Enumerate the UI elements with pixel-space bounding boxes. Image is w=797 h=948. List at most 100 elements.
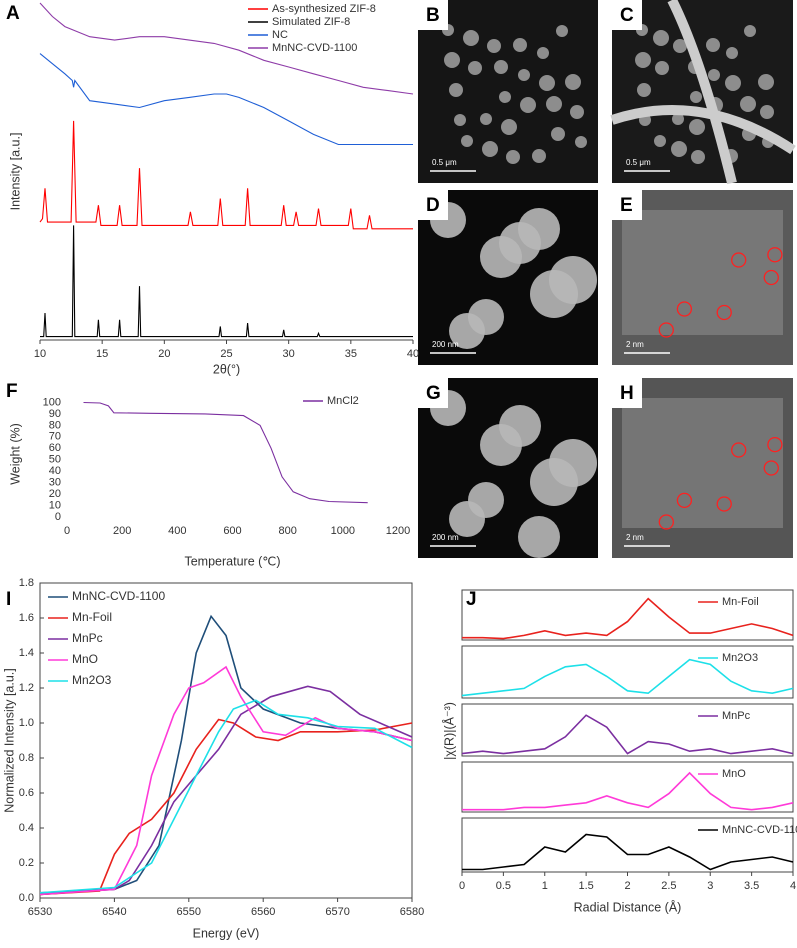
data-line	[39, 614, 413, 896]
particle	[518, 69, 530, 81]
x-axis-label: Temperature (℃)	[184, 554, 280, 568]
particle	[655, 61, 669, 75]
site-marker	[658, 514, 674, 530]
particle	[468, 61, 482, 75]
particle	[635, 52, 651, 68]
x-tick-label: 25	[220, 348, 232, 360]
particle	[725, 75, 741, 91]
y-tick-label: 0	[55, 511, 61, 523]
data-line	[39, 2, 414, 95]
particle	[454, 114, 466, 126]
y-tick-label: 1.0	[19, 717, 34, 729]
legend-label: MnNC-CVD-1100	[72, 589, 165, 603]
particle	[654, 135, 666, 147]
x-tick-label: 30	[283, 348, 295, 360]
y-axis-label: |χ(R)|(Å⁻³)	[441, 702, 456, 760]
particle	[708, 69, 720, 81]
x-tick-label: 6580	[400, 906, 424, 918]
particle	[671, 141, 687, 157]
site-marker	[716, 496, 732, 512]
site-marker	[676, 492, 693, 509]
data-line	[39, 699, 413, 894]
data-line	[39, 53, 413, 146]
site-marker	[763, 269, 779, 286]
particle	[518, 516, 560, 558]
x-tick-label: 3.5	[744, 880, 759, 892]
data-line	[83, 401, 368, 504]
panel-letter: F	[6, 381, 18, 402]
data-line	[462, 597, 794, 640]
particle	[494, 60, 508, 74]
x-tick-label: 1200	[386, 525, 410, 537]
particle	[449, 83, 463, 97]
legend-label: As-synthesized ZIF-8	[272, 3, 376, 15]
legend-label: MnPc	[722, 710, 751, 722]
y-tick-label: 0.8	[19, 752, 34, 764]
particle	[549, 439, 597, 487]
x-tick-label: 15	[96, 348, 108, 360]
y-tick-label: 30	[49, 477, 61, 489]
y-tick-label: 0.2	[19, 857, 34, 869]
site-marker	[767, 247, 783, 263]
data-line	[40, 225, 413, 338]
particle	[518, 208, 560, 250]
particle	[565, 74, 581, 90]
x-axis-label: Radial Distance (Å)	[574, 899, 682, 914]
legend-label: MnPc	[72, 631, 103, 645]
x-tick-label: 600	[223, 525, 241, 537]
panel-letter: D	[426, 195, 440, 216]
x-tick-label: 6570	[325, 906, 349, 918]
scale-bar-label: 200 nm	[432, 340, 459, 349]
particle	[758, 74, 774, 90]
particle	[689, 119, 705, 135]
particle	[444, 52, 460, 68]
y-axis-label: Intensity [a.u.]	[8, 133, 22, 211]
particle	[637, 83, 651, 97]
x-tick-label: 6550	[177, 906, 201, 918]
particle	[461, 135, 473, 147]
x-tick-label: 400	[168, 525, 186, 537]
particle	[499, 405, 541, 447]
y-tick-label: 80	[49, 419, 61, 431]
particle	[551, 127, 565, 141]
particle	[653, 30, 669, 46]
y-tick-label: 1.6	[19, 612, 34, 624]
y-tick-label: 1.4	[19, 647, 34, 659]
site-marker	[731, 252, 747, 268]
legend-label: NC	[272, 29, 288, 41]
particle	[520, 97, 536, 113]
label-box	[418, 0, 448, 30]
support-film	[610, 0, 796, 185]
y-tick-label: 10	[49, 499, 61, 511]
scale-bar-label: 0.5 μm	[432, 158, 457, 167]
particle	[537, 47, 549, 59]
panel-letter: J	[466, 589, 477, 610]
y-tick-label: 90	[49, 408, 61, 420]
site-marker	[731, 442, 747, 458]
x-tick-label: 6560	[251, 906, 275, 918]
y-tick-label: 0.0	[19, 892, 34, 904]
x-tick-label: 40	[407, 348, 419, 360]
legend-label: MnO	[72, 652, 98, 666]
particle	[549, 256, 597, 304]
data-line	[39, 120, 413, 230]
texture	[622, 398, 783, 528]
x-tick-label: 2.5	[661, 880, 676, 892]
label-box	[612, 190, 642, 220]
subplot-frame	[461, 817, 794, 873]
y-tick-label: 60	[49, 442, 61, 454]
particle	[468, 482, 504, 518]
subplot-frame	[461, 703, 794, 757]
scale-bar-label: 200 nm	[432, 533, 459, 542]
particle	[691, 150, 705, 164]
data-line	[39, 685, 413, 894]
particle	[706, 38, 720, 52]
particle	[513, 38, 527, 52]
y-tick-label: 40	[49, 465, 61, 477]
data-line	[461, 658, 794, 697]
x-tick-label: 4	[790, 880, 796, 892]
particle	[501, 119, 517, 135]
y-tick-label: 1.8	[19, 577, 34, 589]
particle	[690, 91, 702, 103]
legend-label: Simulated ZIF-8	[272, 16, 350, 28]
